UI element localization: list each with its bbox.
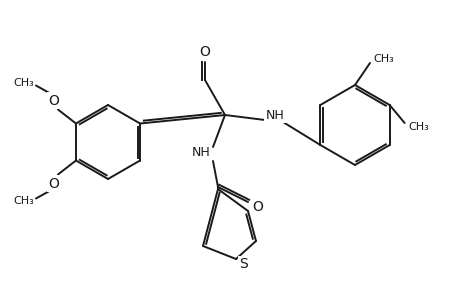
Text: CH₃: CH₃ xyxy=(373,54,393,64)
Text: NH: NH xyxy=(265,109,284,122)
Text: CH₃: CH₃ xyxy=(14,196,34,206)
Text: CH₃: CH₃ xyxy=(408,122,428,132)
Text: O: O xyxy=(48,94,59,107)
Text: S: S xyxy=(239,257,248,271)
Text: O: O xyxy=(199,45,210,59)
Text: O: O xyxy=(48,176,59,190)
Text: NH: NH xyxy=(191,146,210,158)
Text: CH₃: CH₃ xyxy=(14,77,34,88)
Text: O: O xyxy=(252,200,263,214)
